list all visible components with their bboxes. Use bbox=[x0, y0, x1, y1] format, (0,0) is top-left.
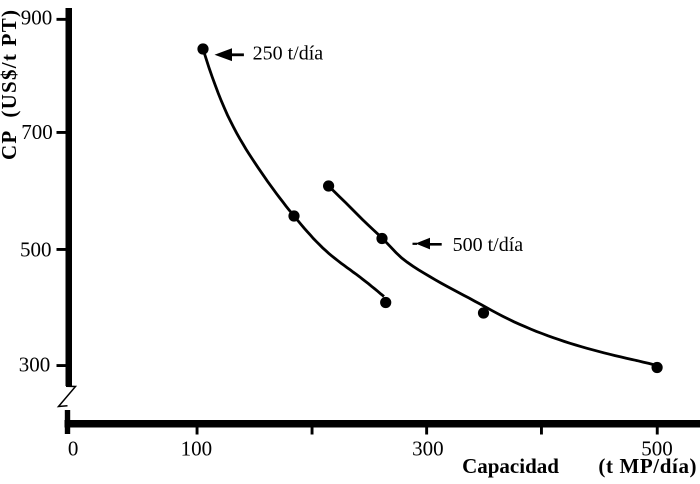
svg-text:100: 100 bbox=[181, 437, 213, 461]
svg-text:CP (US$/t PT): CP (US$/t PT) bbox=[0, 10, 21, 160]
svg-text:300: 300 bbox=[19, 353, 51, 377]
svg-text:0: 0 bbox=[68, 437, 79, 461]
svg-text:250 t/día: 250 t/día bbox=[253, 43, 324, 65]
svg-text:Capacidad: Capacidad bbox=[462, 454, 559, 478]
svg-text:700: 700 bbox=[21, 120, 53, 144]
svg-text:500: 500 bbox=[20, 237, 52, 261]
svg-text:300: 300 bbox=[412, 437, 444, 461]
svg-text:500: 500 bbox=[641, 437, 673, 461]
svg-text:500 t/día: 500 t/día bbox=[453, 234, 524, 256]
svg-text:(t MP/día): (t MP/día) bbox=[598, 454, 697, 478]
svg-text:900: 900 bbox=[21, 6, 53, 30]
